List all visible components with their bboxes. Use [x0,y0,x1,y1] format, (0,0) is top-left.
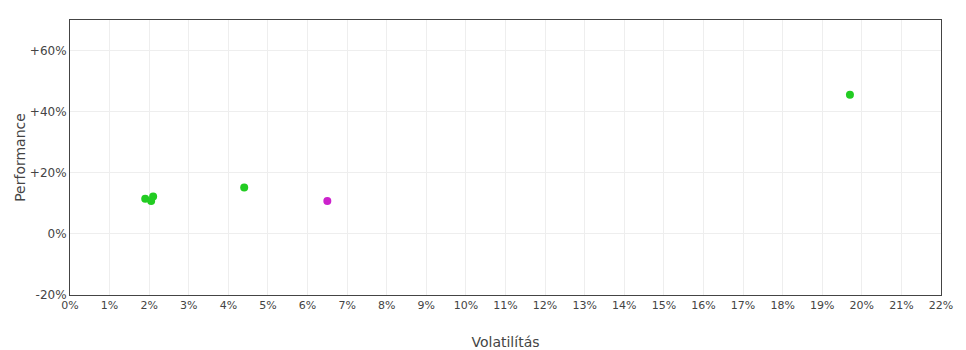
svg-text:6%: 6% [299,299,316,312]
svg-text:16%: 16% [691,299,715,312]
svg-text:14%: 14% [612,299,636,312]
svg-text:7%: 7% [338,299,355,312]
svg-text:19%: 19% [810,299,834,312]
svg-text:4%: 4% [220,299,237,312]
svg-text:12%: 12% [533,299,557,312]
svg-text:0%: 0% [48,227,67,241]
svg-text:1%: 1% [101,299,118,312]
svg-text:13%: 13% [572,299,596,312]
svg-text:20%: 20% [850,299,874,312]
svg-text:15%: 15% [652,299,676,312]
svg-text:5%: 5% [259,299,276,312]
svg-text:+60%: +60% [30,44,67,58]
svg-text:9%: 9% [418,299,435,312]
svg-text:18%: 18% [770,299,794,312]
svg-text:10%: 10% [454,299,478,312]
svg-text:11%: 11% [493,299,517,312]
svg-text:+40%: +40% [30,105,67,119]
svg-text:Volatilítás: Volatilítás [471,334,539,350]
svg-text:17%: 17% [731,299,755,312]
svg-text:-20%: -20% [36,288,67,302]
svg-text:2%: 2% [140,299,157,312]
svg-text:8%: 8% [378,299,395,312]
svg-text:22%: 22% [929,299,953,312]
svg-text:0%: 0% [61,299,78,312]
svg-text:Performance: Performance [12,113,28,202]
svg-text:+20%: +20% [30,166,67,180]
svg-text:3%: 3% [180,299,197,312]
svg-text:21%: 21% [889,299,913,312]
